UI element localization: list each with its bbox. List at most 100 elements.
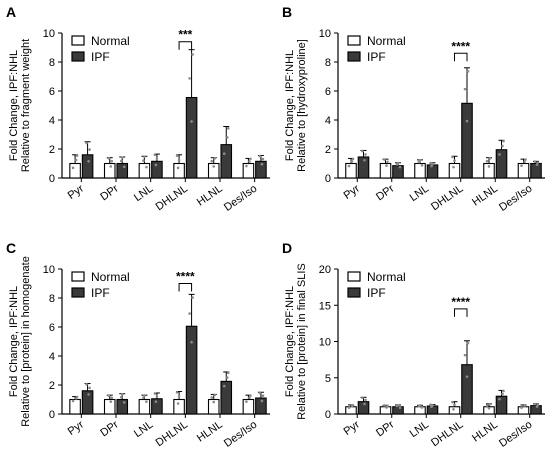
x-tick-label: Pyr [66,182,87,201]
y-axis-label-line2: Relative to fragment weight [20,39,32,172]
bar-ipf [185,96,198,179]
bar-ipf [495,149,508,179]
legend-label-ipf: IPF [91,50,110,64]
data-point-ipf [122,401,126,404]
panel-letter: B [282,4,292,20]
data-point-normal [143,155,146,159]
data-point-normal [245,400,248,403]
bar-normal [448,406,461,415]
bar-normal [173,398,185,415]
bar-normal [448,162,461,179]
y-tick-label: 0 [49,173,55,185]
data-point-ipf [364,153,367,156]
data-point-normal [110,159,114,163]
data-point-ipf [225,376,229,379]
data-point-normal [109,400,113,403]
x-tick-label: Des/Iso [497,183,534,214]
y-axis-label-line2: Relative to [hydroxyproline] [296,39,308,172]
significance-label: **** [451,39,470,53]
x-tick-label: HLNL [195,419,225,445]
data-point-ipf [261,394,265,398]
data-point-normal [249,157,252,161]
data-point-normal [451,400,454,404]
x-tick-label: LNL [408,183,431,204]
data-point-normal [210,159,214,163]
data-point-ipf [535,163,539,166]
data-point-normal [347,406,351,409]
data-point-normal [175,154,179,157]
data-point-normal [213,393,217,397]
data-point-ipf [190,120,193,123]
legend-swatch-normal [347,271,361,282]
legend-swatch-normal [347,35,361,46]
data-point-ipf [122,165,126,169]
data-point-ipf [88,386,91,390]
x-tick-label: DHLNL [429,419,465,450]
x-tick-label: DPr [374,182,397,203]
panel-letter: A [6,4,16,20]
data-point-ipf [120,392,124,396]
data-point-normal [248,396,251,400]
bar-normal [345,162,357,179]
data-point-normal [485,404,489,407]
y-tick-label: 0 [49,409,55,421]
data-point-normal [347,164,351,168]
y-tick-label: 0 [325,409,331,421]
bar-normal [242,398,255,415]
data-point-normal [520,406,523,409]
x-tick-label: Pyr [66,418,87,437]
data-point-normal [145,165,148,169]
y-tick-label: 4 [49,115,55,127]
y-tick-label: 8 [325,57,331,69]
x-tick-label: HLNL [470,183,500,209]
bar-ipf [392,165,404,179]
data-point-ipf [466,341,470,345]
y-tick-label: 6 [49,86,55,98]
y-tick-label: 10 [43,264,55,276]
data-point-ipf [364,398,367,402]
data-point-ipf [533,402,537,406]
data-point-ipf [363,402,366,406]
y-tick-label: 15 [319,300,331,312]
y-tick-label: 10 [43,28,55,40]
x-tick-label: DPr [98,418,121,439]
bar-normal [69,398,81,415]
y-tick-label: 10 [319,337,331,349]
bar-ipf [220,144,233,179]
data-point-normal [176,166,180,170]
data-point-normal [418,158,422,162]
y-axis-label-line1: Fold Change, IPF:NHL [284,50,296,161]
data-point-normal [75,154,79,157]
bar-normal [517,162,530,179]
data-point-normal [175,391,179,394]
data-point-normal [420,164,424,167]
data-point-normal [524,403,527,407]
data-point-ipf [85,141,88,145]
data-point-normal [520,164,523,167]
x-tick-label: Pyr [342,418,363,437]
data-point-normal [210,396,214,399]
bar-ipf [461,102,473,179]
x-tick-label: Des/Iso [222,183,259,214]
legend-swatch-ipf [347,287,361,298]
data-point-ipf [154,163,158,167]
data-point-ipf [191,296,194,299]
bar-ipf [185,325,198,415]
legend-swatch-ipf [71,51,85,62]
data-point-ipf [498,153,501,156]
y-tick-label: 10 [319,28,331,40]
x-tick-label: Des/Iso [497,419,534,450]
data-point-ipf [533,160,537,163]
y-tick-label: 2 [49,380,55,392]
data-point-ipf [188,77,191,80]
y-tick-label: 5 [325,373,331,385]
data-point-ipf [398,406,402,409]
bar-ipf [116,398,129,415]
significance-bracket [178,283,193,292]
x-tick-label: Des/Iso [222,419,259,450]
x-tick-label: DHLNL [429,183,465,214]
data-point-ipf [429,161,432,165]
data-point-ipf [87,160,90,163]
data-point-ipf [188,312,191,315]
data-point-ipf [465,375,469,378]
